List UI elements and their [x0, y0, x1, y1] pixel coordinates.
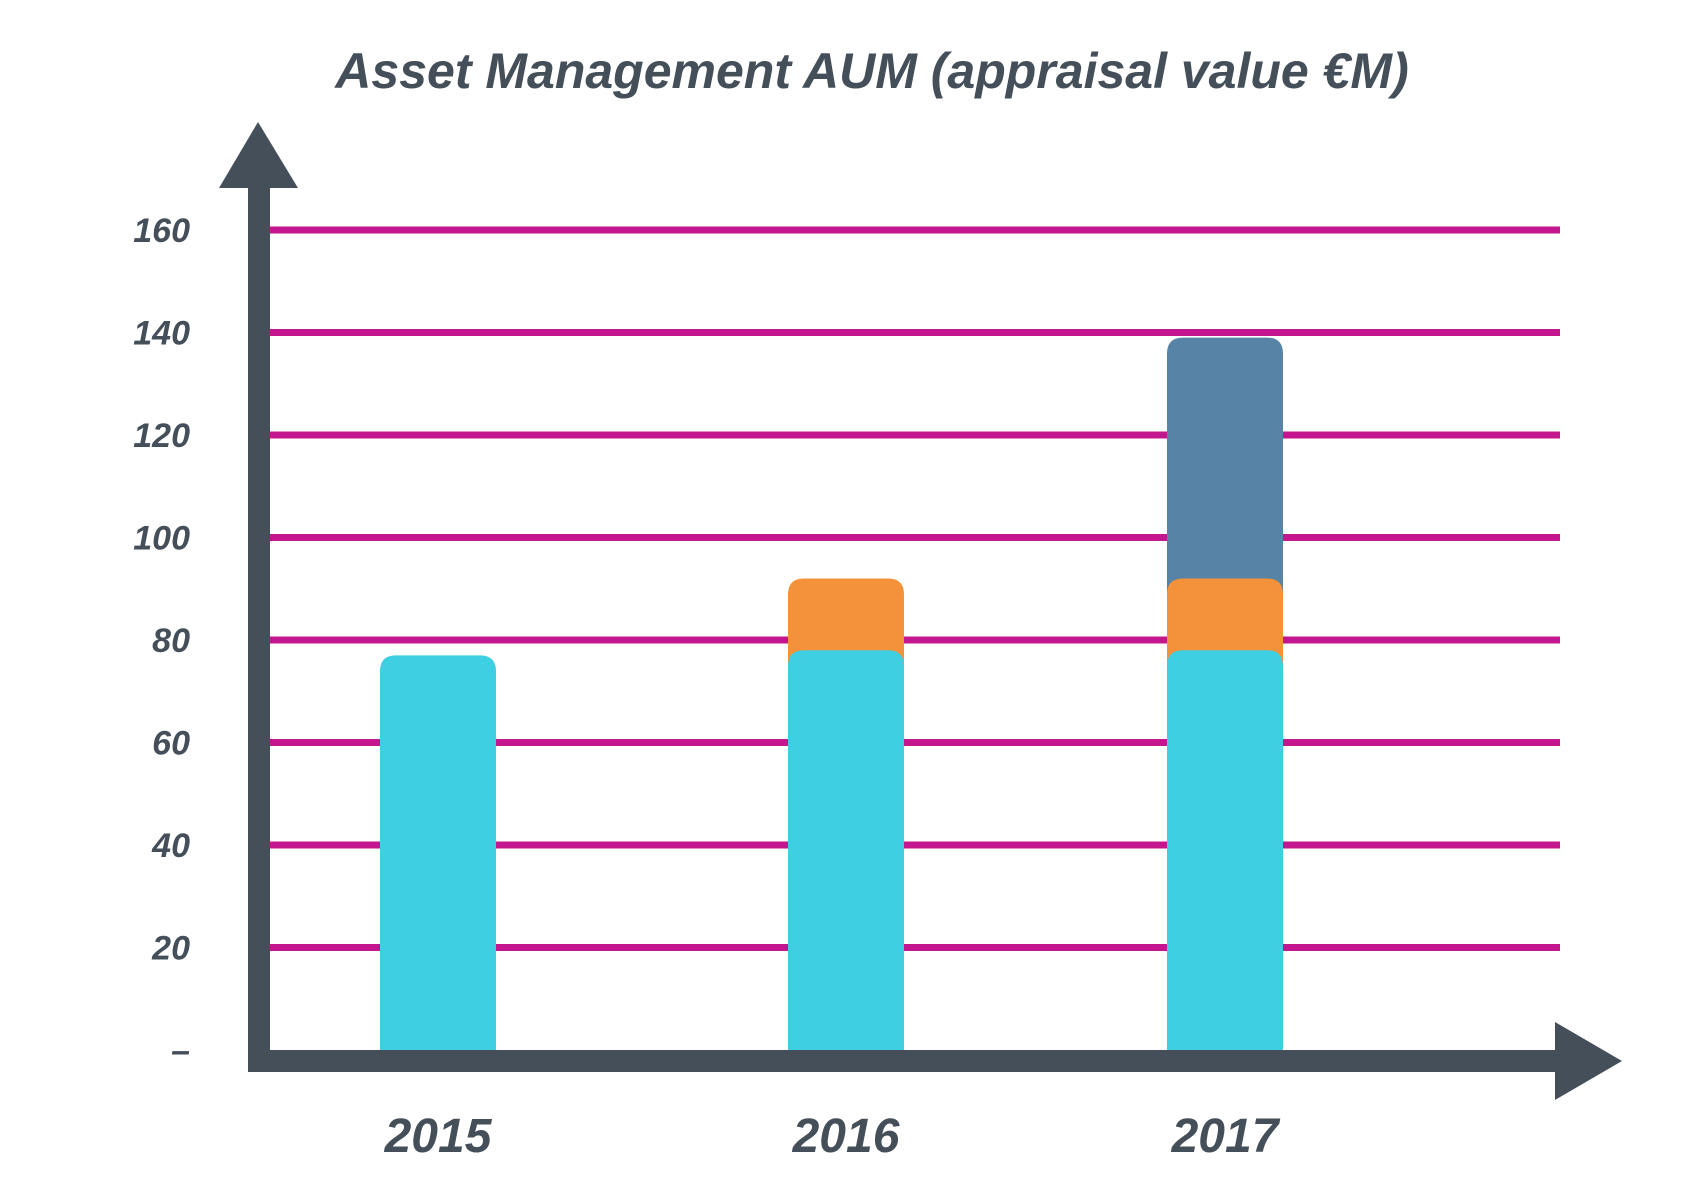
chart-title: Asset Management AUM (appraisal value €M… [333, 43, 1408, 99]
y-axis-line [248, 188, 270, 1070]
bar-2017-series-2 [1167, 578, 1283, 669]
bars [380, 337, 1283, 1050]
y-tick-label: 160 [133, 212, 190, 250]
y-axis-arrow [219, 122, 298, 188]
bar-2017-series-1 [1167, 650, 1283, 1050]
x-tick-label: 2015 [384, 1110, 493, 1163]
y-tick-label: 140 [133, 315, 190, 353]
x-tick-label: 2017 [1171, 1110, 1281, 1163]
y-tick-label: 20 [151, 930, 190, 968]
x-axis-line [248, 1050, 1558, 1072]
x-tick-labels: 2015 2016 2017 [384, 1110, 1281, 1163]
y-tick-labels: – 20 40 60 80 100 120 140 160 [133, 212, 190, 1070]
y-tick-label: 80 [152, 622, 190, 660]
x-axis-arrow [1555, 1022, 1622, 1100]
bar-2016-series-2 [788, 578, 904, 669]
x-tick-label: 2016 [792, 1110, 900, 1163]
y-tick-label: 100 [133, 520, 190, 558]
y-tick-label: – [171, 1032, 190, 1070]
y-tick-label: 120 [133, 417, 190, 455]
bar-2015-series-1 [380, 655, 496, 1050]
bar-2017-series-3 [1167, 337, 1283, 597]
axes [219, 122, 1622, 1100]
y-tick-label: 40 [151, 827, 190, 865]
bar-2016-series-1 [788, 650, 904, 1050]
y-tick-label: 60 [152, 725, 190, 763]
